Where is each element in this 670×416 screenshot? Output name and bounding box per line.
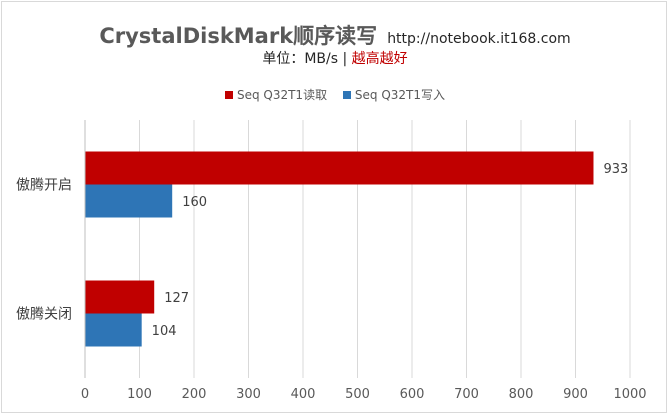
- x-tick-label: 1000: [613, 387, 646, 402]
- subtitle-unit: 单位：MB/s |: [262, 51, 352, 67]
- chart-subtitle: 单位：MB/s | 越高越好: [0, 48, 670, 68]
- category-label: 傲腾关闭: [16, 306, 72, 323]
- legend-item-read: Seq Q32T1读取: [224, 86, 328, 103]
- bar-write: [85, 313, 142, 347]
- data-label-read: 127: [164, 291, 189, 306]
- x-tick-label: 100: [127, 387, 152, 402]
- legend-label-write: Seq Q32T1写入: [354, 88, 446, 102]
- chart-legend: Seq Q32T1读取 Seq Q32T1写入: [0, 86, 670, 103]
- data-label-write: 160: [182, 195, 207, 210]
- x-tick-label: 600: [400, 387, 425, 402]
- data-label-read: 933: [603, 162, 628, 177]
- subtitle-accent: 越高越好: [351, 51, 408, 67]
- x-tick-label: 500: [345, 387, 370, 402]
- x-tick-label: 900: [563, 387, 588, 402]
- x-tick-label: 300: [236, 387, 261, 402]
- chart-title-text: CrystalDiskMark顺序读写: [99, 24, 378, 48]
- legend-swatch-write: [342, 91, 351, 99]
- category-label: 傲腾开启: [16, 177, 72, 194]
- bar-read: [85, 151, 594, 185]
- x-tick-label: 700: [454, 387, 479, 402]
- x-tick-label: 400: [291, 387, 316, 402]
- legend-item-write: Seq Q32T1写入: [342, 86, 446, 103]
- bar-write: [85, 184, 173, 218]
- x-tick-label: 800: [509, 387, 534, 402]
- chart-title: CrystalDiskMark顺序读写 http://notebook.it168…: [0, 20, 670, 50]
- chart-title-url: http://notebook.it168.com: [387, 31, 571, 47]
- bar-read: [85, 280, 155, 314]
- x-tick-label: 0: [81, 387, 89, 402]
- data-label-write: 104: [152, 324, 177, 339]
- legend-label-read: Seq Q32T1读取: [236, 88, 328, 102]
- x-tick-label: 200: [182, 387, 207, 402]
- legend-swatch-read: [224, 91, 233, 99]
